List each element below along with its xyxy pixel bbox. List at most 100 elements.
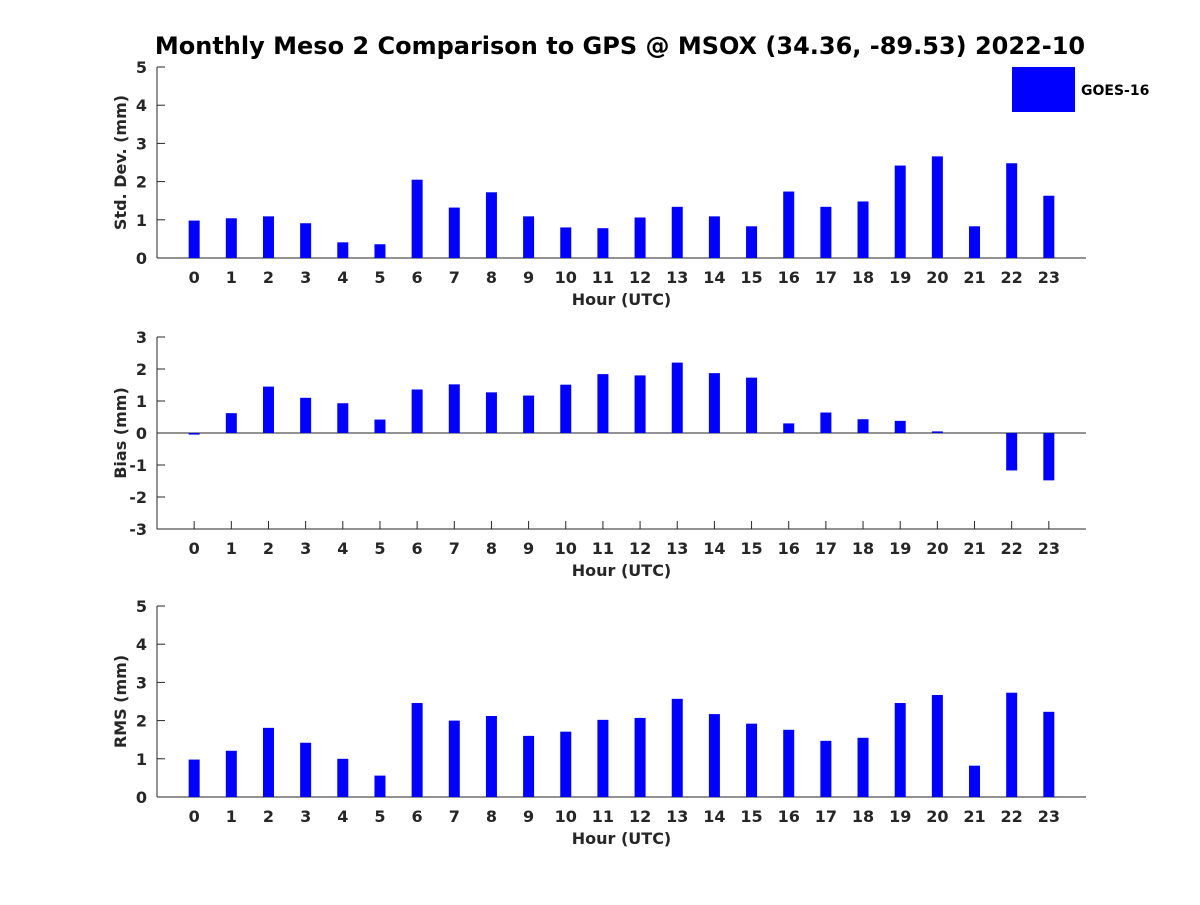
x-tick-label: 0 (189, 807, 200, 826)
bar-hour-18 (857, 419, 869, 433)
x-tick-label: 9 (523, 807, 534, 826)
bar-hour-19 (894, 420, 906, 433)
y-tick-label: 2 (136, 173, 147, 192)
bar-hour-16 (783, 423, 795, 433)
bar-hour-10 (560, 384, 572, 433)
x-axis-label: Hour (UTC) (572, 290, 672, 309)
x-tick-label: 21 (963, 807, 985, 826)
bar-hour-10 (560, 731, 572, 797)
bar-hour-7 (448, 207, 460, 258)
y-axis-label: RMS (mm) (111, 655, 130, 748)
x-tick-label: 10 (555, 807, 577, 826)
bar-hour-6 (411, 389, 423, 433)
bar-hour-23 (1043, 195, 1055, 258)
x-tick-label: 23 (1038, 807, 1060, 826)
x-tick-label: 10 (555, 268, 577, 287)
y-tick-label: 0 (136, 788, 147, 807)
y-tick-label: 1 (136, 211, 147, 230)
bar-hour-8 (485, 716, 497, 797)
x-tick-label: 4 (337, 807, 348, 826)
x-tick-label: 22 (1001, 807, 1023, 826)
x-tick-label: 4 (337, 539, 348, 558)
bar-hour-0 (188, 433, 200, 435)
x-tick-label: 11 (592, 539, 614, 558)
legend-label-goes-16: GOES-16 (1081, 83, 1149, 99)
bar-hour-18 (857, 737, 869, 797)
x-tick-label: 12 (629, 268, 651, 287)
bar-hour-12 (634, 375, 646, 433)
bar-hour-11 (597, 374, 609, 433)
chart-title: Monthly Meso 2 Comparison to GPS @ MSOX … (155, 32, 1085, 60)
bar-hour-14 (708, 373, 720, 433)
bar-hour-20 (931, 431, 943, 433)
bar-hour-19 (894, 165, 906, 258)
y-tick-label: 4 (136, 96, 147, 115)
y-tick-label: 3 (136, 328, 147, 347)
x-tick-label: 21 (963, 539, 985, 558)
x-tick-label: 3 (300, 539, 311, 558)
x-tick-label: 0 (189, 539, 200, 558)
x-tick-label: 17 (815, 807, 837, 826)
bar-hour-15 (746, 226, 758, 258)
bar-hour-22 (1006, 163, 1018, 258)
x-tick-label: 23 (1038, 539, 1060, 558)
x-tick-label: 1 (226, 807, 237, 826)
bar-hour-6 (411, 179, 423, 258)
y-tick-label: 3 (136, 673, 147, 692)
x-tick-label: 3 (300, 807, 311, 826)
x-tick-label: 15 (740, 807, 762, 826)
x-tick-label: 2 (263, 807, 274, 826)
x-tick-label: 15 (740, 539, 762, 558)
bar-hour-20 (931, 695, 943, 797)
bar-hour-22 (1006, 433, 1018, 471)
y-tick-label: -3 (129, 520, 147, 539)
y-tick-label: 3 (136, 134, 147, 153)
x-tick-label: 12 (629, 807, 651, 826)
bar-hour-0 (188, 759, 200, 797)
x-tick-label: 14 (703, 807, 725, 826)
x-tick-label: 13 (666, 807, 688, 826)
bar-hour-11 (597, 719, 609, 797)
x-tick-label: 9 (523, 539, 534, 558)
bar-hour-2 (262, 386, 274, 433)
legend-swatch-goes-16 (1012, 67, 1075, 112)
x-tick-label: 17 (815, 268, 837, 287)
bar-hour-4 (337, 758, 349, 797)
x-tick-label: 2 (263, 268, 274, 287)
y-tick-label: 0 (136, 424, 147, 443)
x-tick-label: 15 (740, 268, 762, 287)
y-tick-label: 5 (136, 597, 147, 616)
bar-hour-7 (448, 384, 460, 433)
bar-hour-14 (708, 216, 720, 258)
x-tick-label: 13 (666, 268, 688, 287)
x-tick-label: 6 (412, 268, 423, 287)
bar-hour-21 (969, 765, 981, 797)
bar-hour-17 (820, 412, 832, 433)
bar-hour-11 (597, 228, 609, 258)
x-tick-label: 2 (263, 539, 274, 558)
bar-hour-13 (671, 698, 683, 797)
x-axis-label: Hour (UTC) (572, 561, 672, 580)
x-tick-label: 10 (555, 539, 577, 558)
x-tick-label: 13 (666, 539, 688, 558)
x-tick-label: 14 (703, 539, 725, 558)
y-tick-label: -2 (129, 488, 147, 507)
x-tick-label: 18 (852, 268, 874, 287)
x-tick-label: 17 (815, 539, 837, 558)
bar-hour-9 (523, 395, 535, 433)
bar-hour-3 (300, 223, 312, 258)
x-tick-label: 19 (889, 539, 911, 558)
x-tick-label: 16 (778, 807, 800, 826)
bar-hour-3 (300, 397, 312, 433)
y-tick-label: 1 (136, 392, 147, 411)
bar-hour-7 (448, 720, 460, 797)
bar-hour-16 (783, 191, 795, 258)
bar-hour-21 (969, 226, 981, 258)
x-tick-label: 6 (412, 539, 423, 558)
bar-hour-13 (671, 362, 683, 433)
x-axis-label: Hour (UTC) (572, 829, 672, 848)
bar-hour-2 (262, 727, 274, 797)
y-tick-label: 0 (136, 249, 147, 268)
legend: GOES-16 (1012, 67, 1149, 112)
x-tick-label: 4 (337, 268, 348, 287)
